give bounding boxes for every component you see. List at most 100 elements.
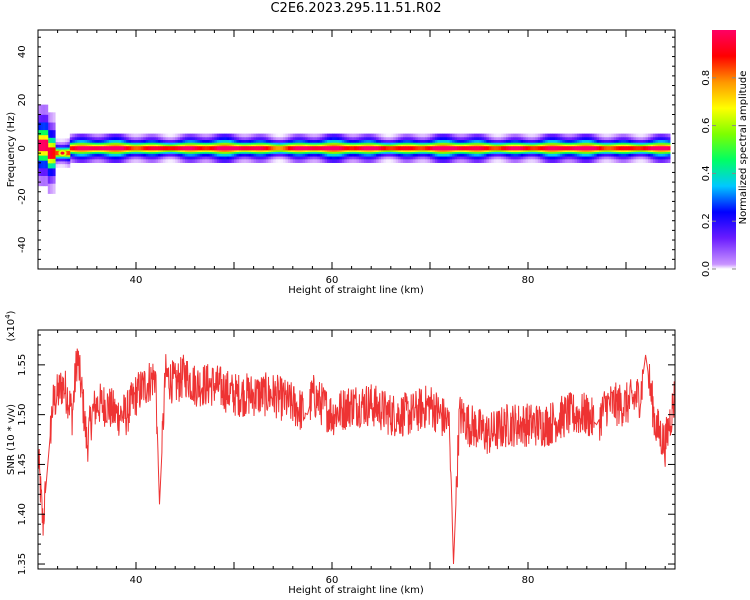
spectrogram-cell (346, 146, 350, 151)
snr-scale-exponent: 4 (4, 314, 12, 319)
x-tick-label: 40 (130, 275, 143, 286)
spectrogram-dip-core (60, 151, 65, 155)
spectrogram-cell (655, 146, 659, 151)
spectrogram-cell (202, 146, 205, 151)
colorbar: 0.0 0.2 0.4 0.6 0.8 Normalized spectral ampl… (701, 30, 749, 277)
spectrogram-cell (219, 146, 223, 151)
spectrogram-cell (579, 146, 583, 151)
spectrogram-cell (476, 146, 480, 151)
spectrogram-cell (616, 146, 620, 151)
spectrogram-cell (515, 146, 519, 151)
spectrogram-cell (231, 146, 235, 151)
spectrogram-cell (106, 146, 110, 151)
spectrogram-cell (437, 146, 441, 151)
spectrogram-cell (258, 146, 262, 151)
spectrogram-cell (459, 146, 463, 151)
x-tick-label: 60 (326, 575, 339, 586)
spectrogram-cell (87, 146, 90, 151)
spectrogram-cell (652, 146, 656, 151)
spectrogram-cell (104, 146, 107, 151)
spectrogram-cell (263, 146, 267, 151)
spectrogram-frame (37, 29, 676, 270)
x-tick-label: 40 (130, 575, 143, 586)
spectrogram-cell (329, 146, 333, 151)
spectrogram-cell (461, 146, 465, 151)
spectrogram-cell (319, 146, 323, 151)
spectrogram-cell (613, 146, 617, 151)
spectrogram-cell (172, 146, 176, 151)
spectrogram-cell (376, 146, 379, 151)
spectrogram-cell (194, 146, 198, 151)
spectrogram-cell (128, 146, 132, 151)
y-tick-label: 20 (17, 94, 28, 107)
spectrogram-cell (297, 146, 301, 151)
spectrogram-cell (633, 146, 637, 151)
spectrogram-cell (481, 146, 485, 151)
spectrogram-cell (621, 146, 624, 151)
snr-scale-factor: (x104) (4, 310, 17, 341)
spectrogram-cell (246, 146, 250, 151)
spectrogram-cell (38, 139, 41, 152)
spectrogram-cell (77, 146, 81, 151)
spectrogram-cell (236, 146, 240, 151)
spectrogram-cell (420, 146, 424, 151)
spectrogram-cell (211, 146, 215, 151)
spectrogram-cell (550, 146, 553, 151)
snr-scale-prefix: (x10 (6, 319, 17, 342)
spectrogram-cell (606, 146, 610, 151)
spectrogram-cell (449, 146, 453, 151)
spectrogram-cell (341, 146, 345, 151)
spectrogram-cell (564, 146, 568, 151)
spectrogram-cell (238, 146, 242, 151)
spectrogram-cell (229, 146, 232, 151)
spectrogram-cell (207, 146, 210, 151)
spectrogram-cell (567, 146, 571, 151)
spectrogram-cell (591, 146, 595, 151)
spectrogram-cell (562, 146, 566, 151)
y-tick-label: 1.50 (17, 404, 28, 426)
spectrogram-cell (466, 146, 470, 151)
spectrogram-cell (552, 146, 556, 151)
snr-panel: 40 60 80 1.35 1.40 1.45 1.50 1.55 Height of st… (4, 310, 676, 596)
spectrogram-cell (150, 146, 154, 151)
spectrogram-cell (292, 146, 296, 151)
spectrogram-cell (287, 146, 291, 151)
spectrogram-cell (312, 146, 316, 151)
y-tick-label: 1.55 (17, 354, 28, 376)
spectrogram-cell (393, 146, 397, 151)
spectrogram-cell (368, 146, 372, 151)
y-tick-label: 40 (17, 45, 28, 58)
spectrogram-cell (84, 146, 88, 151)
y-tick-label: -40 (17, 237, 28, 253)
spectrogram-cell (425, 146, 428, 151)
spectrogram-cell (273, 146, 277, 151)
spectrogram-cell (415, 146, 419, 151)
spectrogram-cell (72, 146, 76, 151)
spectrogram-cell (486, 146, 490, 151)
spectrogram-cell (545, 146, 548, 151)
spectrogram-cell (623, 146, 627, 151)
spectrogram-cell (148, 146, 152, 151)
spectrogram-cell (334, 146, 338, 151)
spectrogram-cell (123, 146, 127, 151)
spectrogram-cell (185, 146, 188, 151)
spectrogram-cell (635, 146, 639, 151)
spectrogram-cell (434, 146, 438, 151)
snr-x-axis-label: Height of straight line (km) (288, 585, 424, 596)
spectrogram-cell (358, 146, 362, 151)
spectrogram-cell (136, 146, 139, 151)
spectrogram-panel: 40 60 80 40 20 0 -20 -40 Height of straight li… (6, 29, 676, 296)
spectrogram-cell (143, 146, 147, 151)
spectrogram-cell (356, 146, 360, 151)
spectrogram-cell (339, 146, 343, 151)
spectrogram-cell (608, 146, 612, 151)
spectrogram-cell (55, 151, 58, 156)
spectrogram-cell (199, 146, 203, 151)
colorbar-tick-label: 0.0 (701, 261, 712, 277)
snr-frame (37, 329, 676, 570)
spectrogram-cell (542, 146, 546, 151)
spectrogram-cell (295, 146, 299, 151)
spectrogram-cell (599, 146, 602, 151)
spectrogram-cell (50, 147, 54, 159)
spectrogram-cell (388, 146, 392, 151)
